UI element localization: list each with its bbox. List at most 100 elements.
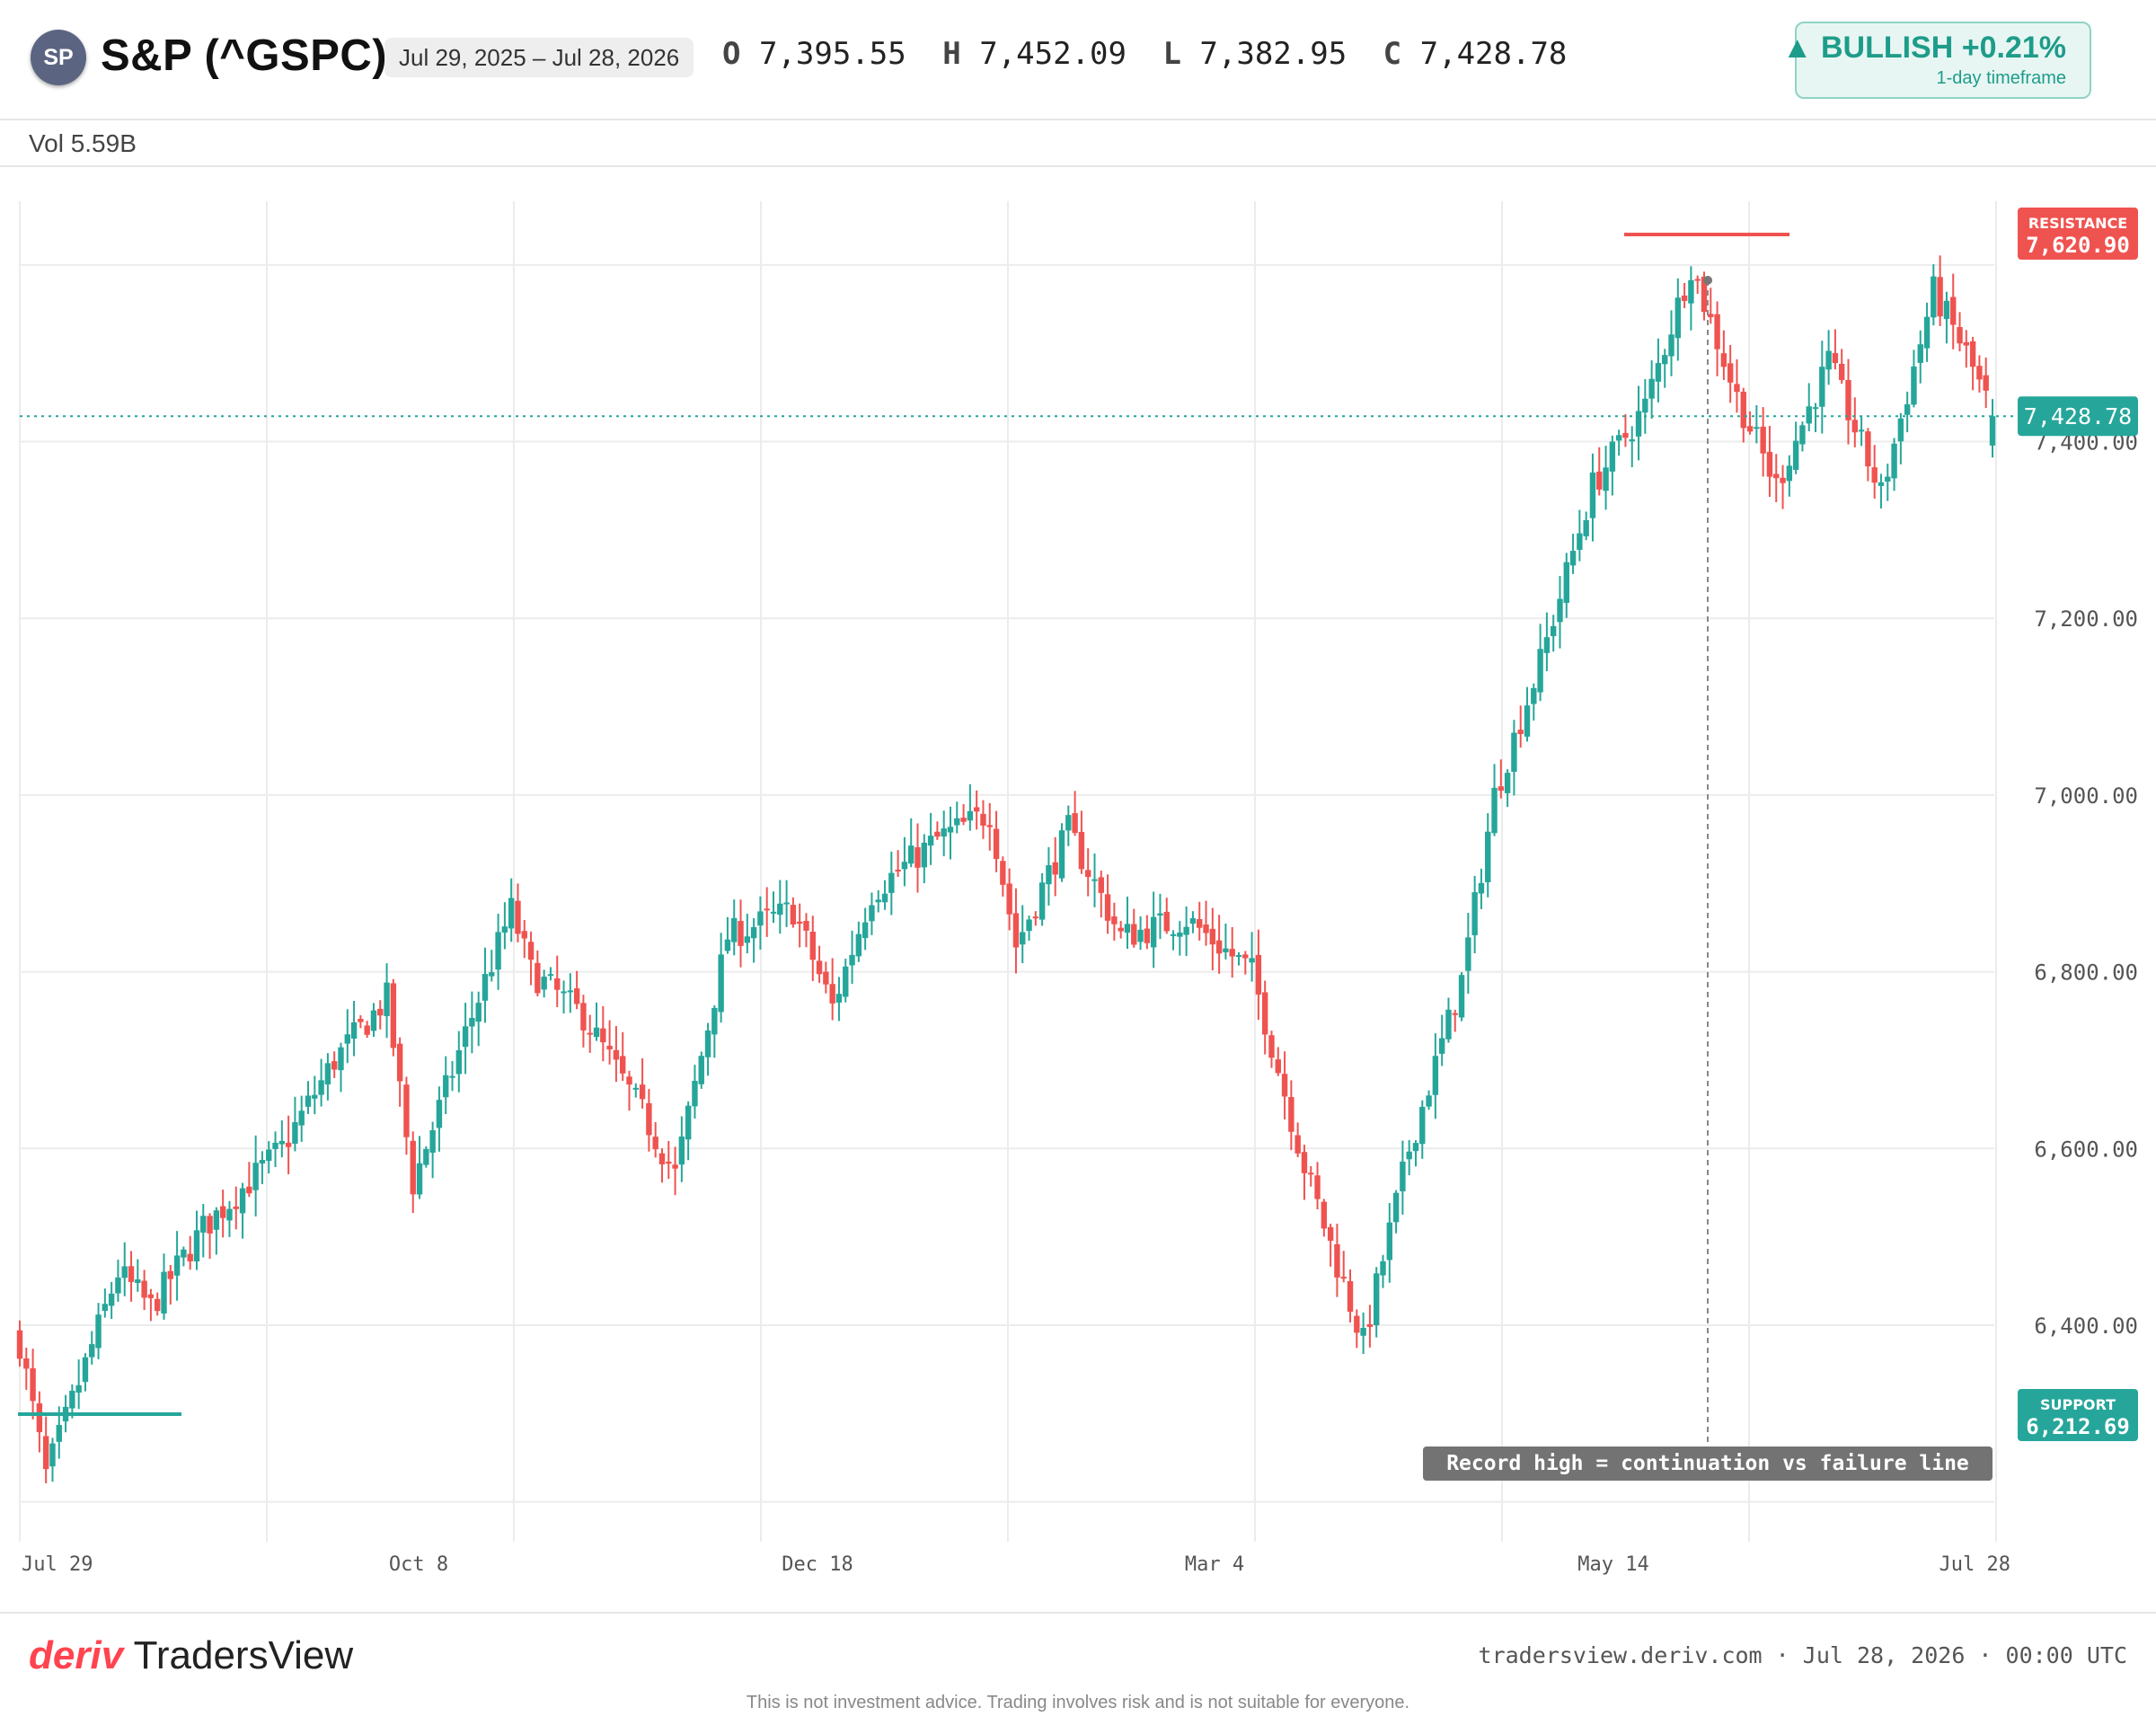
candle-body — [515, 900, 521, 934]
candle-body — [147, 1294, 155, 1298]
candle-body — [135, 1279, 141, 1283]
candle-body — [724, 939, 731, 951]
candle-body — [1596, 471, 1603, 490]
candle-body — [915, 847, 921, 868]
candle-body — [1084, 870, 1091, 878]
candle-body — [1170, 933, 1177, 936]
candle-body — [1380, 1261, 1386, 1276]
candle-body — [501, 926, 508, 933]
date-range-pill[interactable]: Jul 29, 2025 – Jul 28, 2026 — [384, 38, 694, 77]
candle-body — [1347, 1281, 1354, 1312]
candle-body — [1792, 440, 1799, 470]
candle-body — [1773, 473, 1780, 479]
candle-body — [1668, 334, 1674, 357]
candle-body — [770, 911, 777, 914]
candle-body — [462, 1026, 469, 1048]
high-label: H — [942, 36, 961, 72]
candle-body — [324, 1063, 331, 1085]
candle-body — [1583, 519, 1589, 536]
brand-name: TradersView — [133, 1633, 354, 1677]
candle-body — [1203, 925, 1209, 933]
candle-body — [1046, 864, 1052, 885]
candle-body — [167, 1270, 174, 1279]
candle-body — [410, 1140, 416, 1195]
candle-body — [272, 1142, 278, 1149]
candle-body — [30, 1367, 36, 1402]
candle-body — [1511, 732, 1517, 773]
candle-body — [1609, 441, 1616, 472]
candle-body — [803, 920, 809, 931]
x-tick-label: Oct 8 — [389, 1553, 448, 1576]
brand-logo[interactable]: deriv TradersView — [29, 1633, 353, 1678]
candle-body — [1557, 598, 1563, 623]
candle-body — [200, 1216, 207, 1233]
candle-body — [350, 1022, 358, 1039]
candle-body — [1124, 924, 1131, 933]
candle-body — [266, 1149, 272, 1162]
candle-body — [429, 1129, 436, 1153]
candle-body — [1327, 1226, 1334, 1242]
candle-body — [1923, 316, 1931, 349]
candle-body — [1242, 954, 1249, 959]
candle-body — [646, 1102, 652, 1136]
candle-body — [1727, 363, 1734, 383]
candle-body — [547, 974, 554, 977]
y-tick-label: 6,600.00 — [2034, 1137, 2138, 1162]
candle-body — [1163, 911, 1170, 932]
candle-body — [1858, 429, 1865, 432]
candle-body — [1976, 366, 1983, 380]
candle-body — [1038, 882, 1046, 920]
candle-body — [809, 931, 816, 960]
candle-body — [1366, 1323, 1374, 1327]
candle-body — [613, 1049, 620, 1060]
candle-body — [246, 1186, 252, 1194]
candle-body — [443, 1075, 449, 1098]
candlestick-chart[interactable]: 6,400.00 6,600.00 6,800.00 7,000.00 7,200.00… — [0, 167, 2156, 1610]
candle-body — [489, 972, 495, 977]
x-tick-label: Jul 28 — [1940, 1553, 2010, 1576]
candle-body — [954, 818, 960, 826]
candle-body — [416, 1163, 423, 1195]
candle-body — [1891, 443, 1897, 479]
candle-body — [1983, 375, 1989, 391]
candle-body — [1812, 407, 1819, 410]
candle-body — [554, 978, 561, 990]
resistance-value: 7,620.90 — [2026, 233, 2130, 258]
candle-body — [1157, 913, 1163, 916]
candle-body — [1308, 1172, 1314, 1175]
candle-body — [1701, 277, 1708, 313]
candle-body — [115, 1277, 121, 1294]
candle-body — [1871, 467, 1878, 483]
candle-body — [1537, 649, 1543, 693]
x-tick-label: Dec 18 — [782, 1553, 853, 1576]
candle-body — [1465, 937, 1471, 971]
candle-body — [1989, 416, 1996, 446]
candle-body — [403, 1084, 410, 1137]
candle-body — [835, 994, 843, 1003]
candle-body — [1734, 384, 1740, 393]
candle-body — [718, 954, 724, 1013]
candle-body — [121, 1266, 128, 1278]
chart-header: SP S&P (^GSPC) Jul 29, 2025 – Jul 28, 20… — [0, 0, 2156, 120]
candle-body — [213, 1210, 220, 1230]
candle-body — [1832, 352, 1839, 364]
candle-body — [1445, 1009, 1452, 1040]
candle-body — [881, 893, 888, 903]
open-label: O — [722, 36, 741, 72]
candle-body — [1885, 476, 1891, 482]
candle-body — [95, 1314, 102, 1349]
candle-body — [698, 1056, 704, 1084]
candle-body — [1845, 380, 1851, 420]
candle-body — [56, 1425, 62, 1442]
candle-body — [108, 1293, 115, 1306]
candle-body — [1006, 883, 1012, 915]
candle-body — [980, 813, 986, 826]
candle-body — [305, 1095, 312, 1107]
candle-body — [1268, 1035, 1275, 1058]
candle-body — [1275, 1059, 1281, 1074]
candle-body — [207, 1216, 213, 1234]
candle-body — [1969, 341, 1976, 367]
support-value: 6,212.69 — [2026, 1414, 2130, 1439]
candle-body — [862, 922, 869, 939]
candle-body — [1615, 435, 1622, 441]
